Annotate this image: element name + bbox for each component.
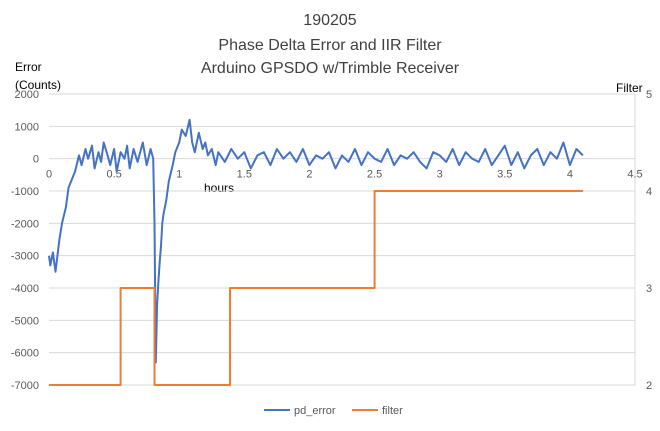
left-y-tick-label: -3000 <box>11 251 39 263</box>
x-tick-label: 2.5 <box>367 169 382 181</box>
series-line-filter <box>49 190 583 386</box>
x-tick-label: 0 <box>46 169 52 181</box>
left-axis-title-line-1: Error <box>15 60 42 74</box>
right-y-tick-label: 2 <box>646 380 652 392</box>
legend-label-pd-error: pd_error <box>294 405 336 417</box>
right-y-tick-label: 5 <box>646 89 652 101</box>
left-y-tick-label: -5000 <box>11 315 39 327</box>
x-ticks: 0 0.5 1 1.5 2 2.5 3 3.5 4 4.5 <box>46 169 643 181</box>
left-y-tick-label: -6000 <box>11 348 39 360</box>
grid <box>49 93 636 386</box>
right-y-tick-label: 3 <box>646 283 652 295</box>
x-tick-label: 0.5 <box>106 169 121 181</box>
left-y-tick-label: 1000 <box>15 121 39 133</box>
chart-title-line-3: Arduino GPSDO w/Trimble Receiver <box>201 60 460 77</box>
x-tick-label: 4.5 <box>627 169 642 181</box>
right-axis-title: Filter <box>616 81 643 95</box>
chart-title-line-1: 190205 <box>303 12 356 29</box>
x-tick-label: 1 <box>176 169 182 181</box>
x-tick-label: 1.5 <box>237 169 252 181</box>
x-tick-label: 3 <box>437 169 443 181</box>
x-tick-label: 4 <box>567 169 573 181</box>
left-y-tick-label: -4000 <box>11 283 39 295</box>
x-tick-label: 3.5 <box>497 169 512 181</box>
right-y-ticks: 5 4 3 2 <box>646 89 652 392</box>
left-y-tick-label: -1000 <box>11 186 39 198</box>
left-y-tick-label: 2000 <box>15 89 39 101</box>
left-axis-title-line-2: (Counts) <box>15 78 61 92</box>
left-y-ticks: 2000 1000 0 -1000 -2000 -3000 -4000 -5000 -6000 -… <box>11 89 39 392</box>
left-y-tick-label: 0 <box>33 154 39 166</box>
legend-label-filter: filter <box>382 405 403 417</box>
legend: pd_error filter <box>264 405 403 417</box>
right-y-tick-label: 4 <box>646 186 652 198</box>
chart-title-line-2: Phase Delta Error and IIR Filter <box>218 37 442 54</box>
x-axis-title: hours <box>204 181 234 195</box>
left-y-tick-label: -2000 <box>11 218 39 230</box>
x-tick-label: 2 <box>306 169 312 181</box>
series-group <box>48 118 584 386</box>
series-line-pd-error <box>48 118 584 364</box>
left-y-tick-label: -7000 <box>11 380 39 392</box>
